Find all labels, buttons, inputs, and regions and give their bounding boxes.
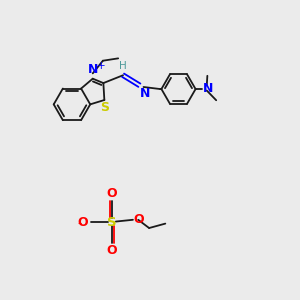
- Text: -: -: [77, 218, 82, 230]
- Text: O: O: [106, 244, 117, 257]
- Text: S: S: [100, 101, 109, 115]
- Text: N: N: [88, 63, 98, 76]
- Text: N: N: [140, 87, 150, 100]
- Text: O: O: [106, 187, 117, 200]
- Text: +: +: [97, 61, 105, 71]
- Text: S: S: [107, 216, 116, 229]
- Text: H: H: [119, 61, 127, 71]
- Text: O: O: [134, 213, 144, 226]
- Text: O: O: [77, 216, 88, 229]
- Text: N: N: [203, 82, 214, 95]
